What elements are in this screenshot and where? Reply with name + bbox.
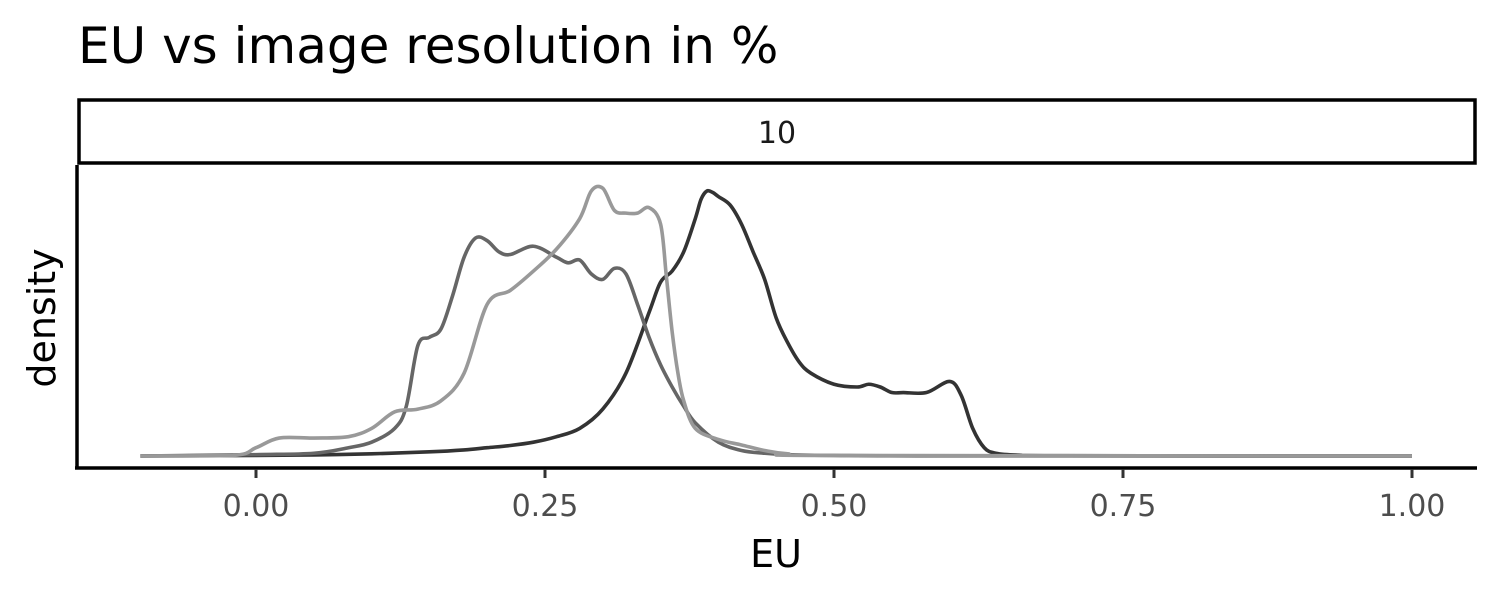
x-tick-label: 0.25 — [512, 489, 579, 524]
density-line-series-2 — [140, 235, 1412, 458]
x-axis-title: EU — [750, 532, 802, 576]
chart-title: EU vs image resolution in % — [78, 17, 778, 75]
facet-strip — [77, 98, 1477, 165]
x-axis-ticks: 0.00 0.25 0.50 0.75 1.00 — [223, 469, 1446, 524]
x-tick-label: 0.75 — [1090, 489, 1157, 524]
x-tick-label: 1.00 — [1379, 489, 1446, 524]
y-axis-title: density — [20, 248, 64, 387]
series-layer — [140, 184, 1413, 458]
density-line-series-1 — [140, 188, 1413, 458]
x-tick-label: 0.00 — [223, 489, 290, 524]
facet-strip-label: 10 — [758, 116, 796, 151]
x-tick-label: 0.50 — [801, 489, 868, 524]
density-line-series-3 — [140, 184, 1413, 458]
